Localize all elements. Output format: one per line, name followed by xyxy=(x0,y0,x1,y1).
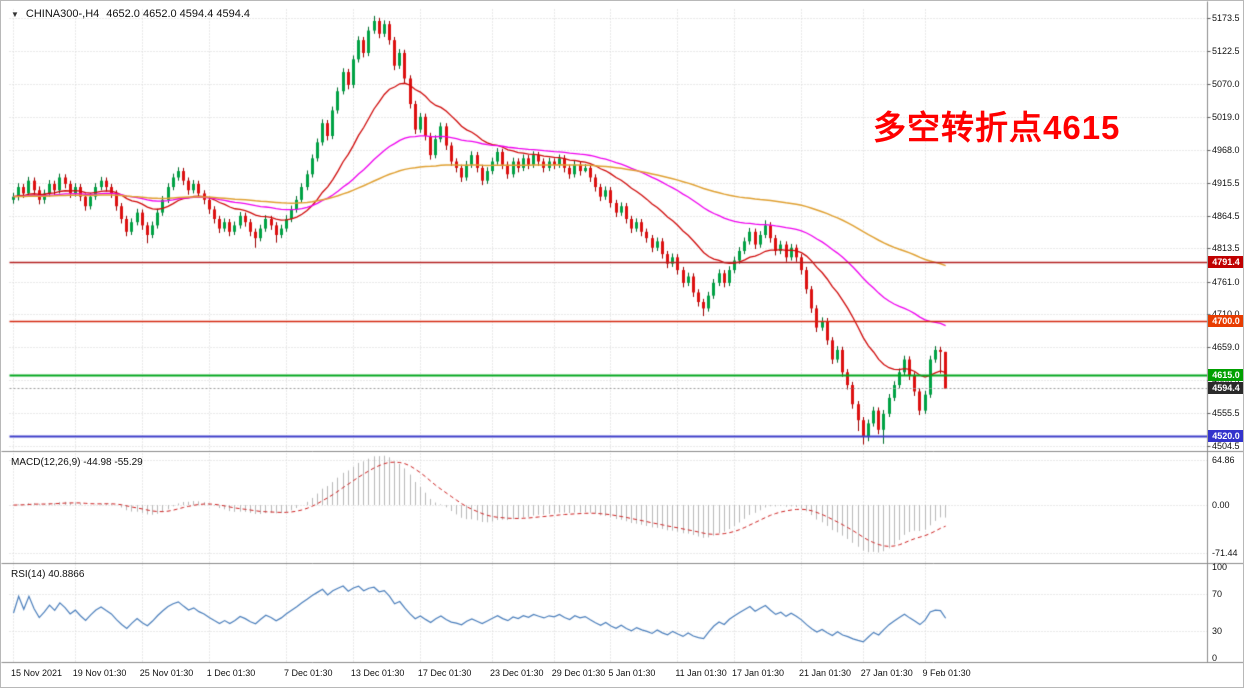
symbol-timeframe-label: CHINA300-,H4 xyxy=(25,8,100,20)
time-axis-label: 21 Jan 01:30 xyxy=(798,668,851,678)
pivot-annotation-text: 多空转折点4615 xyxy=(873,109,1121,146)
chart-header: ▼ CHINA300-,H4 4652.0 4652.0 4594.4 4594… xyxy=(11,8,250,20)
rsi-axis-label: 30 xyxy=(1212,625,1223,636)
time-axis-label: 11 Jan 01:30 xyxy=(675,668,727,678)
current-price-badge: 4594.4 xyxy=(1208,382,1243,395)
price-axis-label: 4555.5 xyxy=(1212,407,1240,418)
price-axis-label: 4915.5 xyxy=(1212,178,1240,189)
price-axis-label: 4659.0 xyxy=(1212,341,1240,352)
time-axis-label: 17 Jan 01:30 xyxy=(732,668,785,678)
time-axis-label: 19 Nov 01:30 xyxy=(72,668,127,678)
price-axis-label: 4968.0 xyxy=(1212,144,1240,155)
time-axis-label: 1 Dec 01:30 xyxy=(206,668,256,678)
time-axis-label: 23 Dec 01:30 xyxy=(489,668,544,678)
time-axis-label: 29 Dec 01:30 xyxy=(551,668,606,678)
rsi-axis-label: 70 xyxy=(1212,589,1223,600)
price-level-badge: 4700.0 xyxy=(1208,314,1243,327)
price-axis-label: 5070.0 xyxy=(1212,79,1240,90)
rsi-axis-label: 100 xyxy=(1212,562,1228,572)
macd-indicator-label: MACD(12,26,9) -44.98 -55.29 xyxy=(11,457,143,468)
price-axis-label: 4813.5 xyxy=(1212,243,1240,254)
price-axis-label: 4864.5 xyxy=(1212,210,1240,221)
time-axis-label: 5 Jan 01:30 xyxy=(608,668,656,678)
price-level-badge: 4615.0 xyxy=(1208,368,1243,381)
collapse-chevron-icon[interactable]: ▼ xyxy=(11,9,19,19)
price-axis-label: 4761.0 xyxy=(1212,276,1240,287)
time-axis-label: 15 Nov 2021 xyxy=(11,668,63,678)
price-axis-label: 5173.5 xyxy=(1212,13,1240,24)
time-axis-label: 27 Jan 01:30 xyxy=(860,668,913,678)
time-axis-label: 7 Dec 01:30 xyxy=(283,668,333,678)
price-axis-label: 4710.0 xyxy=(1212,309,1240,319)
time-axis-label: 25 Nov 01:30 xyxy=(139,668,194,678)
time-axis-label: 17 Dec 01:30 xyxy=(417,668,472,678)
time-axis-label: 13 Dec 01:30 xyxy=(350,668,405,678)
macd-axis-label: -71.44 xyxy=(1212,548,1238,559)
time-axis-label: 9 Feb 01:30 xyxy=(922,668,971,678)
rsi-indicator-label: RSI(14) 40.8866 xyxy=(11,569,85,580)
price-axis-label: 5122.5 xyxy=(1212,45,1240,56)
macd-axis-label: 0.00 xyxy=(1212,499,1230,510)
macd-axis-label: 64.86 xyxy=(1212,455,1235,466)
price-axis-label: 5019.0 xyxy=(1212,111,1240,122)
ohlc-readout: 4652.0 4652.0 4594.4 4594.4 xyxy=(106,8,251,20)
price-level-badge: 4520.0 xyxy=(1208,429,1243,442)
rsi-axis-label: 0 xyxy=(1212,653,1218,663)
price-axis-label: 4504.5 xyxy=(1212,440,1240,451)
price-level-badge: 4791.4 xyxy=(1208,256,1243,269)
